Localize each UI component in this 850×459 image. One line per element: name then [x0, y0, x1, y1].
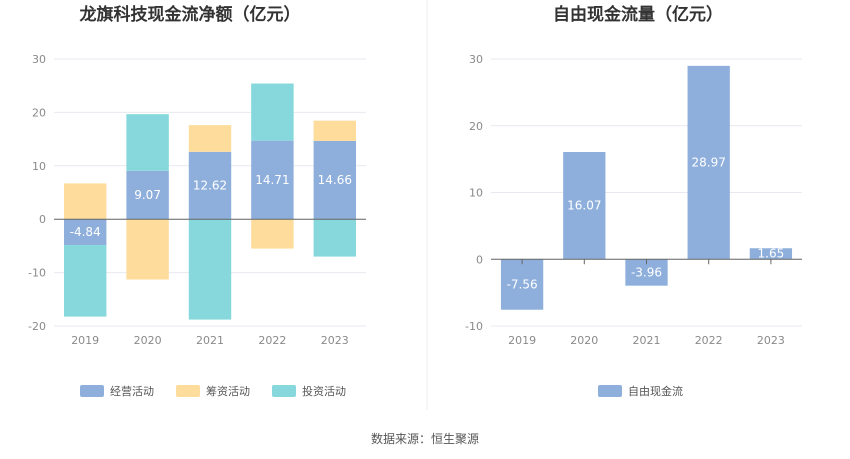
x-tick-label: 2019	[71, 334, 99, 347]
x-tick-label: 2020	[134, 334, 162, 347]
x-tick-label: 2021	[633, 334, 661, 347]
legend-label: 自由现金流	[628, 384, 683, 398]
data-label: 14.66	[318, 173, 352, 187]
legend-label: 投资活动	[302, 384, 346, 398]
data-label: -7.56	[507, 277, 538, 291]
y-tick-label: -10	[28, 267, 46, 280]
bar-right-s0-2019	[500, 259, 544, 310]
y-tick-label: 10	[469, 187, 483, 200]
bar-left-s0-2021	[188, 151, 232, 220]
y-tick-label: 30	[32, 53, 46, 66]
bar-left-s0-2022	[251, 140, 294, 220]
legend-swatch	[176, 385, 200, 397]
x-tick-label: 2022	[258, 334, 286, 347]
bar-left-s2-2021	[188, 219, 232, 320]
legend-swatch	[80, 385, 104, 397]
y-tick-label: 20	[469, 120, 483, 133]
bar-left-s0-2020	[126, 170, 169, 220]
free-cashflow-legend: 自由现金流	[598, 384, 683, 398]
x-tick-label: 2020	[570, 334, 598, 347]
legend-label: 经营活动	[110, 384, 154, 398]
data-label: 28.97	[692, 156, 726, 170]
bar-left-s1-2021	[188, 125, 232, 152]
x-tick-label: 2022	[695, 334, 723, 347]
data-label: 1.65	[758, 247, 785, 261]
bar-left-s2-2022	[251, 83, 294, 141]
bar-left-s0-2019	[63, 219, 107, 246]
bar-left-s0-2023	[313, 140, 357, 220]
bar-left-s2-2019	[63, 245, 107, 317]
cashflow-net-chart: 龙旗科技现金流净额（亿元） -4.84 9.07 12.62 14.71 14.66 -…	[28, 4, 366, 398]
data-label: 9.07	[134, 188, 161, 202]
bar-right-s0-2020	[563, 151, 606, 260]
y-tick-label: -10	[465, 320, 483, 333]
data-label: -4.84	[70, 225, 101, 239]
cashflow-net-legend: 经营活动 筹资活动 投资活动	[80, 384, 346, 398]
legend-label: 筹资活动	[206, 384, 250, 398]
legend-swatch	[272, 385, 296, 397]
free-cashflow-chart: 自由现金流量（亿元） -7.56 16.07 -3.96 28.97 1.65 -10 0…	[465, 4, 802, 398]
bar-right-s0-2023	[749, 248, 793, 260]
y-tick-label: -20	[28, 320, 46, 333]
bar-left-s2-2023	[313, 219, 357, 257]
data-source-note: 数据来源：恒生聚源	[370, 432, 479, 446]
bar-left-s2-2020	[126, 114, 169, 171]
data-label: 14.71	[255, 173, 289, 187]
data-label: 16.07	[567, 199, 601, 213]
x-tick-label: 2023	[321, 334, 349, 347]
data-label: 12.62	[193, 179, 227, 193]
legend-swatch	[598, 385, 622, 397]
x-tick-label: 2023	[757, 334, 785, 347]
bar-left-s1-2019	[63, 183, 107, 220]
y-tick-label: 20	[32, 106, 46, 119]
cashflow-net-chart-title: 龙旗科技现金流净额（亿元）	[79, 4, 301, 25]
y-tick-label: 0	[39, 213, 46, 226]
bar-left-s1-2023	[313, 120, 357, 141]
free-cashflow-chart-title: 自由现金流量（亿元）	[553, 4, 723, 25]
bar-right-s0-2022	[687, 65, 730, 260]
y-tick-label: 10	[32, 160, 46, 173]
y-tick-label: 30	[469, 53, 483, 66]
bar-left-s1-2022	[251, 219, 294, 249]
y-tick-label: 0	[476, 253, 483, 266]
bar-left-s1-2020	[126, 219, 169, 280]
x-tick-label: 2021	[196, 334, 224, 347]
x-tick-label: 2019	[508, 334, 536, 347]
data-label: -3.96	[631, 265, 662, 279]
